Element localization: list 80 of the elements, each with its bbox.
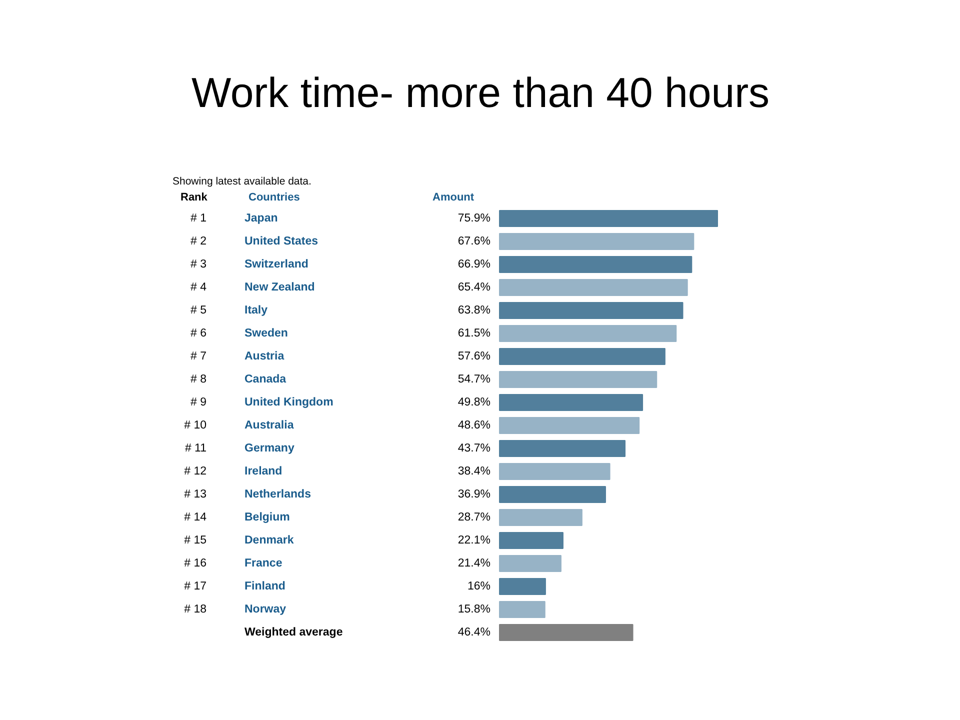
y-tick-label: Weighted average [244,626,343,638]
data-label: 48.6% [458,420,490,432]
text: # 8 [190,374,207,386]
data-label: 16% [467,580,491,592]
y-tick-label: Norway [244,604,287,616]
y-tick-label: United Kingdom [244,396,334,408]
y-tick-label: New Zealand [244,282,315,294]
text: # 1 [190,212,207,224]
y-tick-label: Sweden [244,328,288,340]
bar [499,440,626,457]
data-label: 57.6% [458,350,490,362]
y-tick-label: Germany [244,442,295,454]
data-label: 43.7% [458,442,490,454]
bar [499,486,606,503]
bar [499,601,546,618]
chart-title: Work time- more than 40 hours [191,69,770,116]
text: Countries [248,192,300,204]
text: # 3 [190,258,207,270]
text: # 10 [184,420,207,432]
y-tick-label: Denmark [244,534,294,546]
y-tick-label: Italy [244,304,268,316]
data-label: 65.4% [458,282,490,294]
y-tick-label: United States [244,236,318,248]
data-label: 36.9% [458,488,490,500]
data-label: 75.9% [458,212,490,224]
data-label: 38.4% [458,466,490,478]
text: # 11 [184,442,206,454]
text: # 17 [184,580,207,592]
bar [499,325,677,342]
text: # 5 [190,304,207,316]
data-label: 21.4% [458,558,490,570]
text: Showing latest available data. [172,176,312,188]
data-label: 46.4% [458,626,490,638]
text: # 15 [184,534,207,546]
bar [499,578,546,595]
data-label: 15.8% [458,604,490,616]
y-tick-label: Ireland [244,466,282,478]
bar [499,256,692,273]
text: Rank [180,192,208,204]
bar [499,417,640,434]
y-tick-label: Canada [244,374,287,386]
bar [499,394,644,411]
bar [499,371,658,388]
y-tick-label: Japan [244,212,278,224]
bar [499,302,684,319]
bar [499,210,718,227]
data-label: 67.6% [458,236,490,248]
text: # 4 [190,282,208,294]
data-label: 61.5% [458,328,490,340]
data-label: 49.8% [458,396,490,408]
bar [499,509,582,526]
y-tick-label: Australia [244,420,294,432]
text: # 14 [184,512,208,524]
y-tick-label: Switzerland [244,258,308,270]
bar [499,532,564,549]
y-tick-label: Austria [244,350,285,362]
text: # 16 [184,558,207,570]
bar [499,555,562,572]
text: # 13 [184,488,207,500]
text: # 9 [190,396,207,408]
text: # 18 [184,604,207,616]
bar [499,348,666,365]
y-tick-label: France [244,558,282,570]
y-tick-label: Belgium [244,512,290,524]
text: # 7 [190,350,207,362]
data-label: 28.7% [458,512,490,524]
data-label: 66.9% [458,258,490,270]
text: # 12 [184,466,207,478]
data-label: 54.7% [458,374,490,386]
text: # 6 [190,328,207,340]
text: Amount [432,192,474,204]
bar [499,279,688,296]
y-tick-label: Finland [244,580,286,592]
data-label: 63.8% [458,304,490,316]
bar [499,233,694,250]
y-tick-label: Netherlands [244,488,311,500]
data-label: 22.1% [458,534,490,546]
text: # 2 [190,236,207,248]
bar [499,624,634,641]
bar [499,463,610,480]
